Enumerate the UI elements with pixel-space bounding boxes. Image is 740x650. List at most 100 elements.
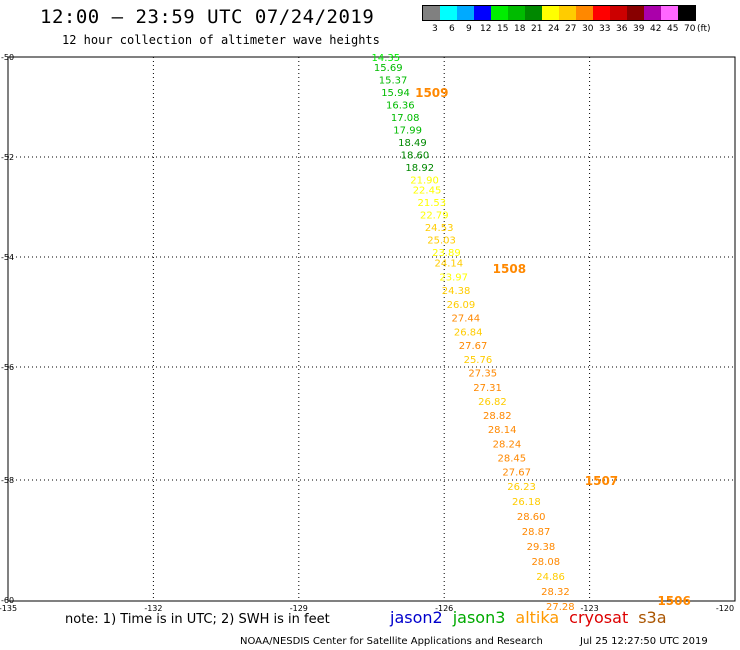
satellite-label: jason3 <box>452 608 506 627</box>
legend-swatch <box>559 6 576 20</box>
swh-value: 27.35 <box>468 369 497 380</box>
page-subtitle: 12 hour collection of altimeter wave hei… <box>62 33 380 47</box>
swh-value: 18.92 <box>405 163 434 174</box>
legend-swatch <box>661 6 678 20</box>
legend-bin-label: 39 <box>633 24 645 34</box>
swh-value: 27.67 <box>502 468 531 479</box>
swh-value: 24.38 <box>442 286 471 297</box>
swh-value: 25.76 <box>464 355 493 366</box>
legend-labels: 3 6 9 12 15 18 21 24 27 30 33 36 39 42 45 70 (ft) <box>422 21 711 35</box>
swh-value: 15.37 <box>379 76 408 87</box>
credit-line: NOAA/NESDIS Center for Satellite Applica… <box>240 636 543 647</box>
gridlines <box>8 57 735 601</box>
longitude-tick-label: -132 <box>144 604 162 613</box>
legend-bin-label: 27 <box>565 24 577 34</box>
swh-value: 17.99 <box>393 126 422 137</box>
satellite-legend: jason2 jason3 altika cryosat s3a <box>390 608 677 627</box>
latitude-tick-label: -54 <box>1 253 14 262</box>
swh-value: 24.14 <box>435 259 464 270</box>
swh-value: 23.89 <box>432 248 461 259</box>
latitude-tick-label: -50 <box>1 53 14 62</box>
swh-value: 18.49 <box>398 138 427 149</box>
swh-value: 24.53 <box>425 223 454 234</box>
longitude-tick-label: -129 <box>290 604 308 613</box>
swh-value: 28.32 <box>541 587 570 598</box>
satellite-label: s3a <box>638 608 667 627</box>
legend-swatch <box>542 6 559 20</box>
legend-swatch <box>491 6 508 20</box>
swh-value: 23.97 <box>439 272 468 283</box>
legend-bin-label: 42 <box>650 24 662 34</box>
hour-mark: 1507 <box>585 474 618 488</box>
page-title: 12:00 — 23:59 UTC 07/24/2019 <box>40 6 375 28</box>
longitude-tick-label: -135 <box>0 604 17 613</box>
satellite-label: altika <box>515 608 560 627</box>
swh-value: 28.08 <box>531 557 560 568</box>
legend-swatch <box>423 6 440 20</box>
swh-value: 15.69 <box>374 63 403 74</box>
legend-bin-label: 36 <box>616 24 628 34</box>
legend-swatches <box>422 5 696 21</box>
hour-marks: 1509 1508 1507 1506 <box>415 86 691 608</box>
swh-value: 29.38 <box>527 542 556 553</box>
legend-unit-label: (ft) <box>697 24 711 34</box>
legend-bin-label: 18 <box>514 24 526 34</box>
legend-bin-label: 45 <box>667 24 679 34</box>
swh-value: 28.82 <box>483 411 512 422</box>
legend-bin-label: 70 <box>684 24 696 34</box>
longitude-tick-label: -126 <box>435 604 453 613</box>
latitude-tick-labels: -50 -52 -54 -56 -58 -60 <box>1 53 14 605</box>
hour-mark: 1506 <box>657 594 690 608</box>
legend-bin-label: 33 <box>599 24 611 34</box>
swh-value: 25.03 <box>427 236 456 247</box>
legend-swatch <box>440 6 457 20</box>
legend-swatch <box>627 6 644 20</box>
swh-value: 28.87 <box>522 527 551 538</box>
swh-value: 22.79 <box>420 211 449 222</box>
swh-value: 18.60 <box>401 151 430 162</box>
legend-bin-label: 24 <box>548 24 560 34</box>
swh-value: 26.09 <box>447 300 476 311</box>
swh-value: 28.45 <box>498 453 527 464</box>
legend-swatch <box>644 6 661 20</box>
legend-bin-label: 15 <box>497 24 509 34</box>
latitude-tick-label: -58 <box>1 476 14 485</box>
swh-value: 27.67 <box>459 341 488 352</box>
footer-note: note: 1) Time is in UTC; 2) SWH is in fe… <box>65 612 330 627</box>
swh-value: 24.86 <box>536 572 565 583</box>
legend-swatch <box>508 6 525 20</box>
legend-bin-label: 30 <box>582 24 594 34</box>
map-frame <box>7 56 736 602</box>
legend-bin-label: 21 <box>531 24 543 34</box>
swh-value: 14.35 <box>372 53 401 64</box>
legend-bin-label: 6 <box>449 24 455 34</box>
swh-value: 17.08 <box>391 113 420 124</box>
hour-mark: 1509 <box>415 86 448 100</box>
swh-value: 26.84 <box>454 327 483 338</box>
latitude-tick-label: -56 <box>1 363 14 372</box>
latitude-tick-label: -60 <box>1 596 14 605</box>
swh-value: 26.18 <box>512 497 541 508</box>
swh-value: 26.23 <box>507 482 536 493</box>
swh-value: 28.60 <box>517 512 546 523</box>
longitude-tick-label: -120 <box>716 604 734 613</box>
hour-mark: 1508 <box>493 262 526 276</box>
color-legend: 3 6 9 12 15 18 21 24 27 30 33 36 39 42 45 70 (ft) <box>422 5 711 35</box>
swh-value: 21.90 <box>410 176 439 187</box>
legend-swatch <box>576 6 593 20</box>
legend-bin-label: 12 <box>480 24 492 34</box>
legend-swatch <box>474 6 491 20</box>
swh-value: 21.53 <box>418 198 447 209</box>
swh-value: 22.45 <box>413 186 442 197</box>
legend-swatch <box>593 6 610 20</box>
swh-value: 28.24 <box>493 439 522 450</box>
generated-timestamp: Jul 25 12:27:50 UTC 2019 <box>580 636 708 647</box>
legend-swatch <box>678 6 695 20</box>
legend-bin-label: 3 <box>432 24 438 34</box>
longitude-tick-labels: -135 -132 -129 -126 -123 -120 <box>0 604 734 613</box>
satellite-label: cryosat <box>569 608 629 627</box>
satellite-label: jason2 <box>390 608 443 627</box>
swh-value: 28.14 <box>488 425 517 436</box>
